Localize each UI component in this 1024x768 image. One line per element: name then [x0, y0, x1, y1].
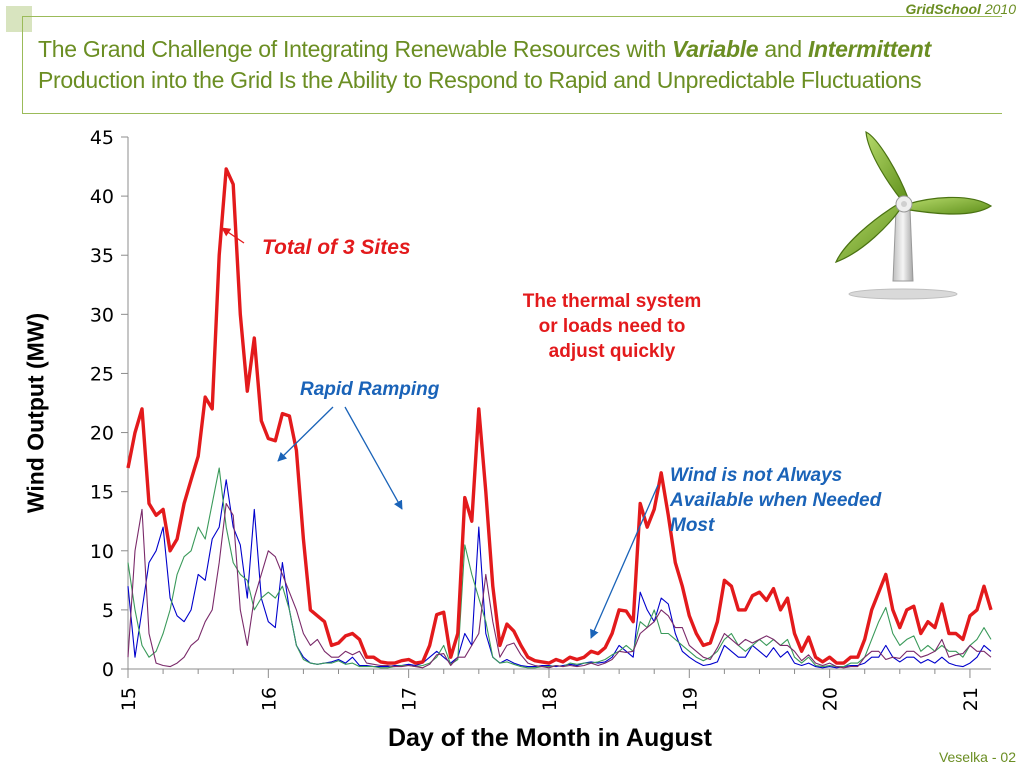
chart-axes: 0 5 10 15 20 25 30 35 40 45 15 16 17 18 19 20 21 — [90, 127, 991, 711]
x-tick-label: 21 — [960, 687, 982, 711]
annotation-thermal: The thermal system or loads need to adju… — [522, 291, 702, 362]
arrow-wind — [590, 484, 659, 639]
annotation-arrows — [221, 227, 659, 639]
y-tick-label: 25 — [90, 363, 114, 385]
chart-series — [126, 167, 993, 669]
x-tick-label: 20 — [820, 687, 842, 711]
header-frame-left — [22, 16, 23, 114]
title-part1: The Grand Challenge of Integrating Renew… — [38, 36, 673, 62]
y-tick-label: 35 — [90, 245, 114, 267]
x-tick-label: 15 — [118, 687, 140, 711]
y-tick-label: 40 — [90, 186, 114, 208]
arrow-total — [221, 227, 245, 244]
slide-footer: Veselka - 02 — [938, 749, 1016, 765]
annotation-total: Total of 3 Sites — [262, 236, 411, 259]
y-tick-label: 5 — [102, 600, 114, 622]
series-line-site — [127, 502, 992, 669]
header-frame-bottom — [22, 113, 1002, 114]
x-axis-label: Day of the Month in August — [387, 724, 713, 752]
arrow-ramp-2 — [344, 406, 403, 510]
y-tick-label: 20 — [90, 423, 114, 445]
brand-name: GridSchool — [905, 1, 981, 17]
y-tick-label: 10 — [90, 541, 114, 563]
y-tick-label: 30 — [90, 304, 114, 326]
title-and: and — [758, 36, 808, 62]
y-tick-label: 15 — [90, 482, 114, 504]
corner-decoration — [6, 6, 32, 32]
brand-year: 2010 — [984, 1, 1016, 17]
y-tick-label: 45 — [90, 127, 114, 149]
x-tick-label: 16 — [258, 687, 280, 711]
title-part2: Production into the Grid Is the Ability … — [38, 67, 922, 93]
y-axis-label: Wind Output (MW) — [22, 312, 49, 514]
title-intermittent: Intermittent — [807, 36, 931, 62]
y-tick-label: 0 — [102, 659, 114, 681]
series-line-total — [126, 167, 993, 665]
x-tick-label: 18 — [539, 687, 561, 711]
annotation-wind: Wind is not Always Available when Needed… — [670, 465, 882, 536]
x-tick-label: 19 — [679, 687, 701, 711]
arrow-ramp-1 — [277, 406, 334, 462]
wind-turbine-icon — [834, 130, 993, 300]
page-title: The Grand Challenge of Integrating Renew… — [38, 34, 998, 96]
header-frame-top — [22, 16, 1002, 17]
brand: GridSchool 2010 — [906, 1, 1017, 17]
title-variable: Variable — [672, 36, 759, 62]
annotation-ramping: Rapid Ramping — [300, 379, 440, 400]
x-tick-label: 17 — [399, 687, 421, 711]
